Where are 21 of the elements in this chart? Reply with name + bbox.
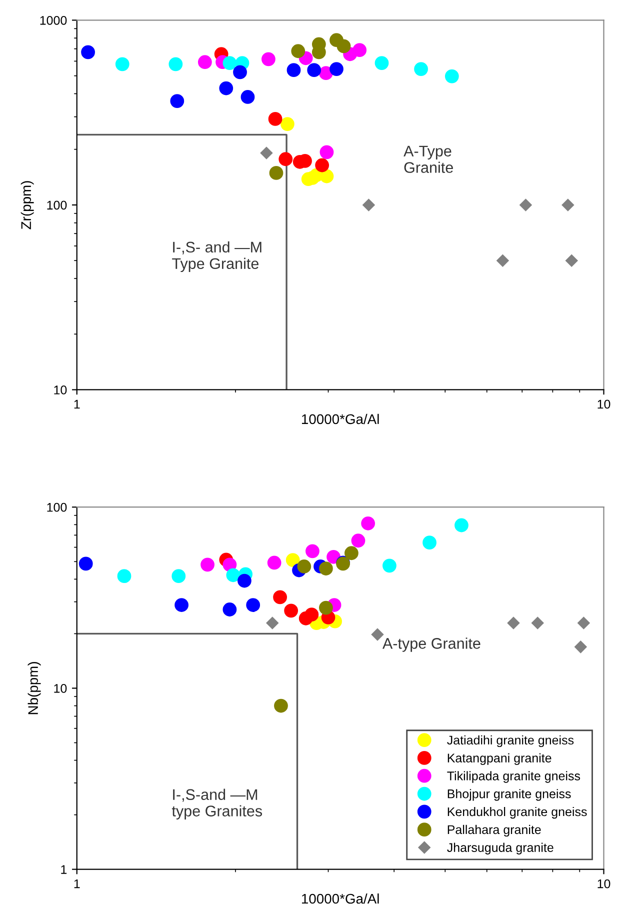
annotation: I-,S- and —M Type Granite [172, 241, 262, 272]
y-tick-label: 1000 [40, 16, 67, 25]
y-tick-label: 10 [54, 684, 67, 693]
y-tick-label: 10 [54, 386, 67, 394]
x-axis-title: 10000*Ga/Al [302, 414, 379, 424]
y-tick-label: 100 [47, 200, 67, 210]
annotation: A-Type Granite [404, 146, 453, 173]
legend-label: Jharsuguda granite [447, 842, 554, 854]
legend-label: Katangpani granite [448, 753, 552, 765]
y-tick-label: 1 [61, 865, 67, 874]
legend-label: Tikilipada granite gneiss [447, 771, 580, 783]
annotation: A-type Granite [382, 638, 480, 652]
legend-label: Bhojpur granite gneiss [448, 789, 571, 801]
y-axis-title: Nb(ppm) [28, 662, 41, 714]
legend-label: Kendukhol granite gneiss [448, 806, 587, 819]
legend-label: Pallahara granite [448, 824, 541, 837]
legend-label: Jatiadihi granite gneiss [447, 735, 574, 748]
annotation: I-,S-and —M type Granites [172, 788, 262, 820]
y-tick-label: 100 [47, 502, 67, 512]
x-axis-title: 10000*Ga/Al [302, 893, 379, 904]
y-axis-title: Zr(ppm) [20, 181, 34, 230]
